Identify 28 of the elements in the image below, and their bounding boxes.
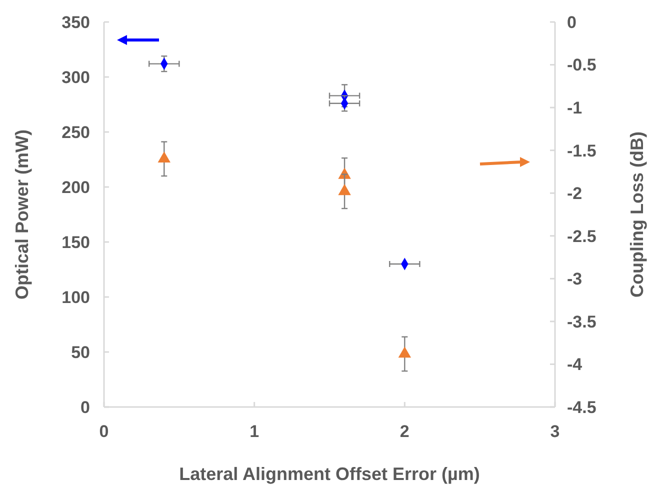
y-tick-label: 200 <box>62 178 90 197</box>
y-tick-label: 150 <box>62 232 90 252</box>
x-tick-label: 2 <box>400 422 410 441</box>
point <box>398 346 412 358</box>
x-tick-label: 1 <box>250 422 260 441</box>
y2-tick-label: -3 <box>567 270 582 289</box>
y2-tick-label: -2 <box>567 184 582 204</box>
y-tick-label: 250 <box>62 122 90 142</box>
y-tick-label: 100 <box>62 288 90 307</box>
y-tick-label: 50 <box>71 342 90 362</box>
y2-tick-label: -4.5 <box>567 398 596 417</box>
x-tick-label: 0 <box>99 422 109 441</box>
y-tick-label: 0 <box>80 398 90 417</box>
x-tick-label: 3 <box>550 422 560 441</box>
x-axis-title: Lateral Alignment Offset Error (µm) <box>179 464 480 484</box>
y-axis-title: Optical Power (mW) <box>12 129 32 300</box>
point <box>338 184 351 196</box>
y2-tick-label: -0.5 <box>567 56 596 75</box>
y2-tick-label: -1.5 <box>567 141 596 160</box>
y2-tick-label: 0 <box>567 12 576 32</box>
y2-tick-label: -4 <box>567 355 583 374</box>
y2-axis-title: Coupling Loss (dB) <box>627 132 647 298</box>
y-tick-label: 300 <box>62 68 90 87</box>
y2-tick-label: -2.5 <box>567 226 596 246</box>
point <box>158 152 170 163</box>
y2-tick-label: -3.5 <box>567 312 596 332</box>
y-tick-label: 350 <box>62 12 90 32</box>
y2-tick-label: -1 <box>567 98 582 118</box>
